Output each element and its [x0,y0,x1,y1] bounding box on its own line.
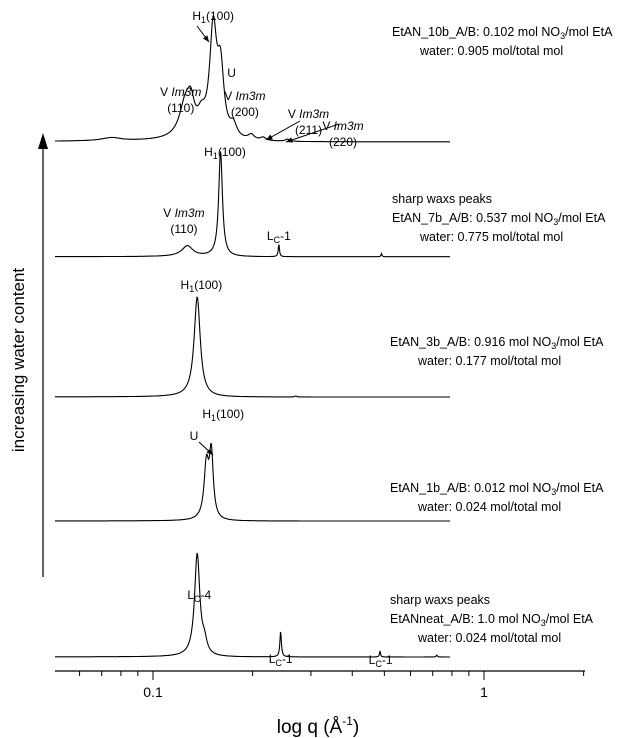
peak-label: V Im3m [322,119,363,133]
pointer-head [206,448,213,455]
peak-label-index: (220) [329,135,357,149]
peak-label: LC-1 [269,652,293,668]
spectrum-trace-2 [55,296,450,398]
spectra-traces [55,13,450,658]
sample-caption-line: water: 0.905 mol/total mol [419,44,563,58]
sample-caption-line: sharp waxs peaks [392,192,492,206]
peak-label: U [190,429,199,443]
x-axis-title: log q (Å-1) [277,714,359,738]
spectrum-trace-3 [55,442,450,522]
peak-label-index: (110) [167,101,194,115]
peak-label: V Im3m [163,206,204,220]
peak-label-index: (211) [295,123,322,137]
peak-label: H1(100) [202,407,244,423]
y-axis-arrowhead [38,133,48,149]
sample-caption-line: water: 0.024 mol/total mol [417,500,561,514]
sample-caption-line: EtAN_3b_A/B: 0.916 mol NO3/mol EtA [390,335,604,351]
peak-label: U [227,66,236,80]
peak-label: LC-4 [187,588,211,604]
sample-caption-line: EtAN_1b_A/B: 0.012 mol NO3/mol EtA [390,481,604,497]
sample-caption-line: water: 0.177 mol/total mol [417,354,561,368]
x-tick-label-0.1: 0.1 [143,684,163,700]
sample-caption-line: water: 0.024 mol/total mol [417,631,561,645]
peak-label-index: (110) [170,222,197,236]
spectrum-trace-0 [55,13,450,143]
peak-label: LC-1 [369,653,393,669]
pointer-head [266,134,273,140]
peak-arrows [196,25,340,456]
pointer-head [286,137,293,143]
peak-labels: V Im3m(110)H1(100)UV Im3m(200) V Im3m(211… [160,9,393,669]
spectrum-trace-1 [55,151,450,258]
peak-label: V Im3m [160,85,201,99]
sample-caption-line: sharp waxs peaks [390,593,490,607]
peak-label: LC-1 [267,229,291,245]
x-tick-label-1: 1 [480,684,488,700]
x-axis-title-sup: -1 [342,714,353,728]
spectrum-trace-4 [55,552,450,658]
x-axis-ticks [79,671,585,680]
pointer-line [285,123,340,143]
sample-captions: EtAN_10b_A/B: 0.102 mol NO3/mol EtA water… [390,25,613,645]
pointer-head [202,35,209,42]
x-axis-title-main: log q (Å [277,717,343,738]
peak-label-index: (200) [231,105,259,119]
peak-label: V Im3m [288,107,329,121]
peak-label: H1(100) [181,278,223,294]
x-axis-title-close: ) [353,717,359,738]
sample-caption-line: EtANneat_A/B: 1.0 mol NO3/mol EtA [390,612,594,628]
pointer-line [265,120,301,141]
peak-label: H1(100) [192,9,234,25]
sample-caption-line: EtAN_10b_A/B: 0.102 mol NO3/mol EtA [392,25,613,41]
y-axis-label: increasing water content [9,268,28,453]
peak-label: H1(100) [204,145,246,161]
sample-caption-line: EtAN_7b_A/B: 0.537 mol NO3/mol EtA [392,211,606,227]
peak-label: V Im3m [224,89,265,103]
sample-caption-line: water: 0.775 mol/total mol [419,230,563,244]
